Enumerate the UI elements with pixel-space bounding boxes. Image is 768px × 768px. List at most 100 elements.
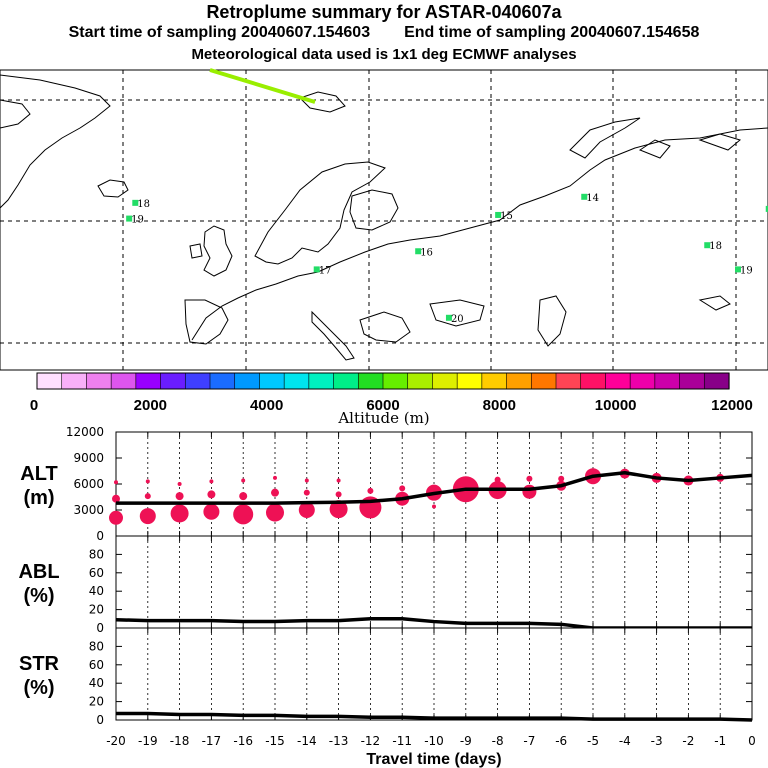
panel-ylabel: ALT	[20, 463, 57, 485]
y-tick-label: 20	[89, 695, 104, 709]
day-label: 15	[500, 211, 513, 222]
y-tick-label: 40	[89, 676, 104, 690]
colorbar-tick-label: 6000	[366, 397, 399, 414]
colorbar-swatch	[259, 372, 285, 390]
colorbar-frame	[36, 372, 730, 390]
day-label: 18	[137, 199, 150, 210]
cluster-marker	[271, 488, 279, 497]
day-label-marker	[704, 242, 711, 249]
cluster-marker	[329, 500, 348, 519]
series-line	[116, 470, 753, 505]
x-tick-label: -7	[523, 734, 535, 748]
y-tick-label: 80	[89, 639, 104, 653]
cluster-marker	[273, 475, 277, 480]
colorbar-swatch	[209, 372, 236, 390]
colorbar-swatch	[283, 372, 310, 390]
x-tick-label: -14	[297, 734, 317, 748]
x-tick-label: -3	[651, 734, 663, 748]
cluster-marker	[558, 475, 565, 482]
cluster-marker	[522, 484, 537, 499]
day-label-marker	[495, 211, 502, 218]
x-tick-label: -12	[361, 734, 381, 748]
colorbar-swatch	[184, 372, 211, 390]
x-tick-label: -16	[233, 734, 253, 748]
map-grid	[0, 70, 768, 370]
day-label: 18	[709, 241, 722, 252]
colorbar-tick-label: 4000	[250, 397, 283, 414]
x-tick-label: -13	[329, 734, 349, 748]
met-data-text: Meteorological data used is 1x1 deg ECMW…	[191, 46, 577, 63]
y-tick-label: 0	[96, 621, 104, 635]
colorbar-swatch	[160, 372, 186, 390]
x-tick-label: -20	[106, 734, 126, 748]
day-labels: 18191716151420181917162015	[126, 193, 768, 325]
cluster-marker	[233, 504, 254, 525]
cluster-marker	[335, 491, 342, 498]
cluster-marker	[298, 502, 315, 518]
y-tick-label: 60	[89, 566, 104, 580]
cluster-marker	[367, 487, 374, 494]
x-tick-label: -1	[714, 734, 726, 748]
x-axis-title: Travel time (days)	[366, 751, 501, 768]
sampling-times: Start time of sampling 20040607.154603 En…	[0, 24, 768, 42]
cluster-marker	[303, 489, 310, 496]
day-label-marker	[581, 193, 588, 200]
cluster-marker	[109, 510, 123, 525]
panel-ylabel-unit: (%)	[23, 585, 54, 607]
x-tick-label: -18	[170, 734, 190, 748]
colorbar-swatch	[234, 372, 261, 390]
colorbar-swatch	[61, 372, 88, 390]
panel-ylabel: STR	[19, 653, 60, 675]
cluster-marker	[209, 479, 214, 484]
colorbar-tick-label: 10000	[595, 397, 637, 414]
cluster-marker	[336, 478, 341, 483]
colorbar-swatch	[605, 372, 631, 390]
x-tick-label: -10	[424, 734, 444, 748]
colorbar-swatch	[481, 372, 508, 390]
day-label: 16	[420, 247, 433, 258]
day-label: 19	[740, 265, 753, 276]
day-label-marker	[765, 205, 768, 212]
cluster-marker	[526, 475, 533, 482]
chart-title: Retroplume summary for ASTAR-040607a	[206, 2, 562, 22]
y-tick-label: 12000	[66, 425, 104, 439]
coastlines	[0, 74, 768, 361]
colorbar-swatch	[357, 372, 384, 390]
x-tick-label: -4	[619, 734, 631, 748]
colorbar-swatch	[629, 372, 656, 390]
x-tick-label: -8	[492, 734, 504, 748]
colorbar-tick-label: 0	[30, 397, 38, 414]
cluster-marker	[203, 503, 220, 520]
colorbar-swatch	[580, 372, 607, 390]
x-tick-label: -9	[460, 734, 472, 748]
timeseries-panels: 030006000900012000ALT(m)020406080ABL(%)0…	[18, 425, 755, 768]
cluster-marker	[494, 476, 501, 483]
colorbar-swatch	[506, 372, 532, 390]
colorbar-swatch	[135, 372, 162, 390]
x-tick-label: -15	[265, 734, 285, 748]
panel-ylabel: ABL	[18, 561, 59, 583]
trajectory-track	[209, 68, 316, 104]
panel-ylabel-unit: (m)	[23, 487, 54, 509]
x-tick-label: -6	[555, 734, 567, 748]
colorbar-swatch	[530, 372, 557, 390]
x-tick-label: -11	[392, 734, 412, 748]
map-panel: 18191716151420181917162015	[0, 68, 768, 371]
day-label-marker	[735, 266, 741, 273]
y-tick-label: 3000	[73, 503, 104, 517]
x-tick-label: -17	[202, 734, 222, 748]
x-tick-label: -5	[587, 734, 599, 748]
end-time-text: End time of sampling 20040607.154658	[404, 24, 700, 41]
cluster-marker	[112, 494, 120, 503]
y-tick-label: 9000	[73, 451, 104, 465]
day-label-marker	[445, 314, 452, 321]
cluster-marker	[139, 508, 156, 525]
cluster-marker	[266, 503, 284, 522]
x-tick-label: -19	[138, 734, 158, 748]
colorbar-swatch	[382, 372, 409, 390]
cluster-marker	[207, 490, 216, 499]
cluster-marker	[114, 480, 118, 485]
x-tick-label: 0	[748, 734, 756, 748]
colorbar-swatch	[110, 372, 137, 390]
